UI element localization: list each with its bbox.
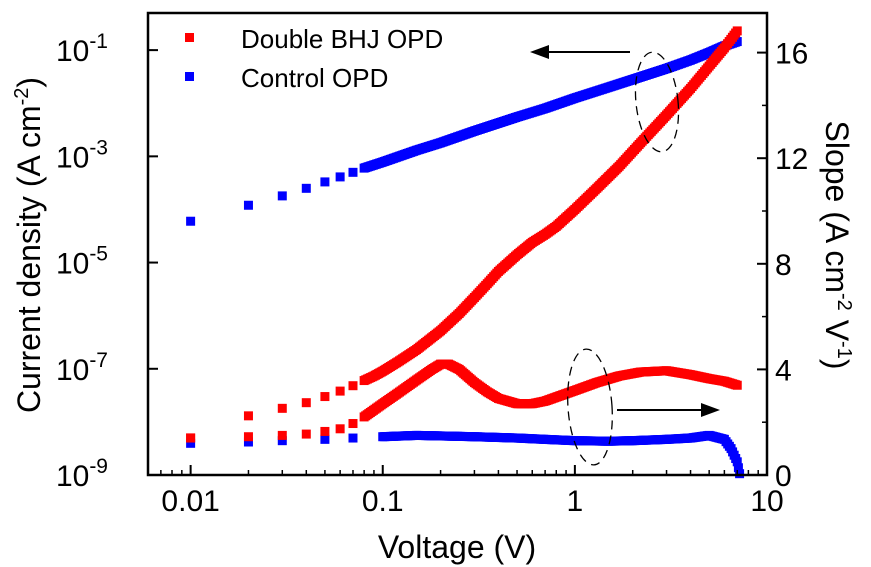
current-point-control-opd (732, 37, 742, 47)
y-right-tick-label: 16 (775, 38, 808, 71)
current-point-double-bhj-opd (277, 403, 287, 413)
legend-marker-control (185, 72, 194, 81)
current-point-control-opd (277, 191, 287, 201)
current-point-control-opd (301, 183, 311, 193)
current-point-control-opd (320, 177, 330, 187)
current-point-control-opd (186, 216, 196, 226)
slope-point-control (735, 469, 745, 479)
y-right-axis-label: Slope (A cm-2 V-1) (819, 121, 855, 370)
x-tick-label: 10 (750, 485, 783, 518)
y-right-tick-label: 12 (775, 143, 808, 176)
x-tick-label: 0.1 (362, 485, 404, 518)
annotations (530, 45, 720, 466)
slope-point-double-bhj (301, 429, 311, 439)
plot-frame (146, 11, 769, 477)
current-point-double-bhj-opd (732, 26, 742, 36)
y-left-tick-label: 10-1 (56, 30, 108, 68)
slope-point-control (186, 438, 196, 448)
y-left-tick-label: 10-7 (56, 349, 108, 387)
y-left-tick-label: 10-3 (56, 136, 108, 174)
slope-point-double-bhj (335, 424, 345, 434)
legend: Double BHJ OPD Control OPD (185, 24, 443, 93)
slope-point-control (243, 437, 253, 447)
annotation-ellipse-slope (567, 348, 613, 466)
x-axis-ticks: 0.01 0.1 1 10 (160, 465, 784, 518)
legend-marker-double-bhj (185, 33, 194, 42)
current-point-control-opd (335, 172, 345, 182)
y-left-axis-label: Current density (A cm-2) (11, 77, 47, 413)
annotation-ellipse-current (634, 51, 680, 153)
y-right-axis-ticks: 0 4 8 12 16 (757, 38, 808, 493)
y-left-tick-label: 10-5 (56, 243, 108, 281)
current-point-double-bhj-opd (335, 386, 345, 396)
slope-point-control (733, 463, 743, 473)
current-point-double-bhj-opd (301, 398, 311, 408)
slope-point-control (732, 457, 742, 467)
y-right-tick-label: 8 (775, 249, 792, 282)
slope-point-double-bhj (320, 426, 330, 436)
slope-point-double-bhj (243, 432, 253, 442)
slope-point-double-bhj (277, 430, 287, 440)
slope-point-double-bhj (732, 380, 742, 390)
slope-point-control (277, 436, 287, 446)
current-point-double-bhj-opd (348, 381, 358, 391)
x-tick-label: 1 (567, 485, 584, 518)
y-right-tick-label: 4 (775, 354, 792, 387)
slope-point-double-bhj (348, 419, 358, 429)
plot-markers (186, 26, 745, 479)
x-tick-label: 0.01 (161, 485, 219, 518)
y-right-tick-label: 0 (775, 460, 792, 493)
slope-point-control (348, 433, 358, 443)
y-left-tick-label: 10-9 (56, 455, 108, 493)
y-left-axis-ticks: 10-9 10-7 10-5 10-3 10-1 (56, 30, 158, 493)
legend-label-double-bhj: Double BHJ OPD (241, 24, 443, 54)
arrow-left-head (530, 45, 549, 59)
current-point-control-opd (243, 200, 253, 210)
current-point-double-bhj-opd (243, 411, 253, 421)
slope-point-control (320, 434, 330, 444)
arrow-right-head (701, 403, 720, 417)
x-axis-label: Voltage (V) (378, 529, 536, 565)
legend-label-control: Control OPD (241, 63, 388, 93)
current-point-double-bhj-opd (186, 433, 196, 443)
current-point-control-opd (348, 167, 358, 177)
current-point-double-bhj-opd (320, 392, 330, 402)
